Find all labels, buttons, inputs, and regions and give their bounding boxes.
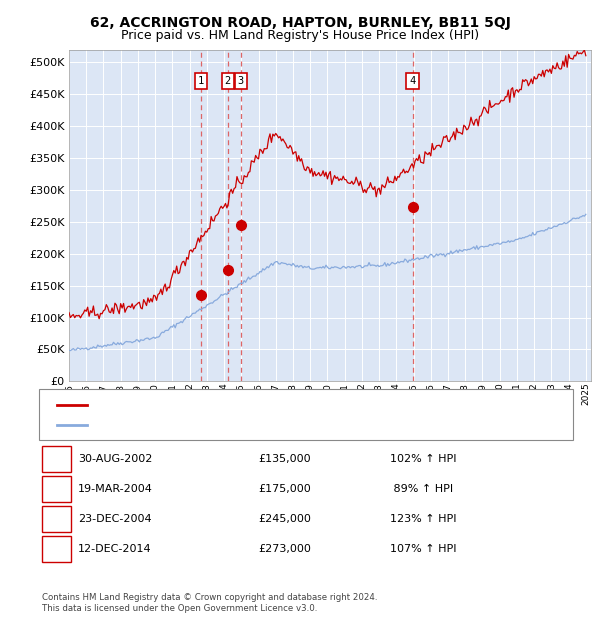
Text: £135,000: £135,000 bbox=[258, 454, 311, 464]
Text: 2: 2 bbox=[53, 484, 60, 494]
Text: 1: 1 bbox=[53, 454, 60, 464]
Text: 12-DEC-2014: 12-DEC-2014 bbox=[78, 544, 152, 554]
Text: £245,000: £245,000 bbox=[258, 514, 311, 524]
Text: 4: 4 bbox=[410, 76, 416, 86]
Text: 30-AUG-2002: 30-AUG-2002 bbox=[78, 454, 152, 464]
Text: 2: 2 bbox=[225, 76, 231, 86]
Text: 102% ↑ HPI: 102% ↑ HPI bbox=[390, 454, 457, 464]
Text: £175,000: £175,000 bbox=[258, 484, 311, 494]
Text: 4: 4 bbox=[53, 544, 60, 554]
Text: £273,000: £273,000 bbox=[258, 544, 311, 554]
Text: 107% ↑ HPI: 107% ↑ HPI bbox=[390, 544, 457, 554]
Text: 1: 1 bbox=[198, 76, 204, 86]
Text: 62, ACCRINGTON ROAD, HAPTON, BURNLEY, BB11 5QJ (detached house): 62, ACCRINGTON ROAD, HAPTON, BURNLEY, BB… bbox=[93, 400, 449, 410]
Text: 62, ACCRINGTON ROAD, HAPTON, BURNLEY, BB11 5QJ: 62, ACCRINGTON ROAD, HAPTON, BURNLEY, BB… bbox=[89, 16, 511, 30]
Text: Contains HM Land Registry data © Crown copyright and database right 2024.
This d: Contains HM Land Registry data © Crown c… bbox=[42, 593, 377, 613]
Text: HPI: Average price, detached house, Burnley: HPI: Average price, detached house, Burn… bbox=[93, 420, 311, 430]
Text: 3: 3 bbox=[53, 514, 60, 524]
Text: 19-MAR-2004: 19-MAR-2004 bbox=[78, 484, 153, 494]
Text: 3: 3 bbox=[238, 76, 244, 86]
Text: 123% ↑ HPI: 123% ↑ HPI bbox=[390, 514, 457, 524]
Text: 23-DEC-2004: 23-DEC-2004 bbox=[78, 514, 152, 524]
Text: Price paid vs. HM Land Registry's House Price Index (HPI): Price paid vs. HM Land Registry's House … bbox=[121, 29, 479, 42]
Text: 89% ↑ HPI: 89% ↑ HPI bbox=[390, 484, 453, 494]
